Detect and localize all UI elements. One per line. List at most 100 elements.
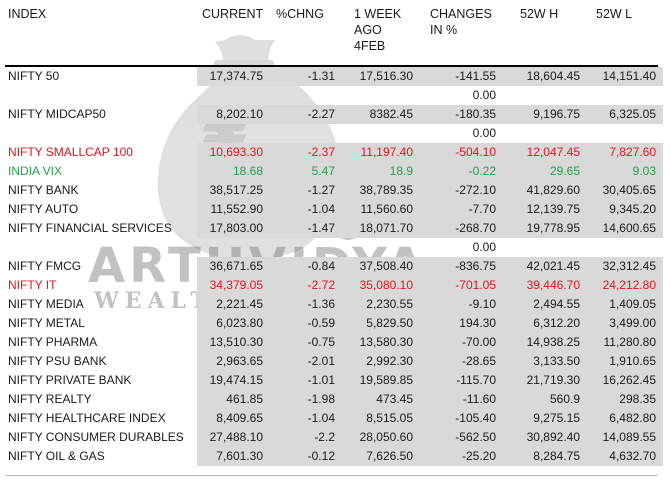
cell-pct: -1.98 <box>307 392 335 406</box>
header-one-week-ago: 1 WEEK AGO 4FEB <box>354 7 402 53</box>
cell-h52: 9,275.15 <box>533 411 580 425</box>
cell-l52: 1,910.65 <box>609 354 656 368</box>
cell-changes: -180.35 <box>455 107 496 121</box>
header-current: CURRENT <box>202 7 264 21</box>
row-shading <box>197 295 663 314</box>
table-row: INDIA VIX 18.68 5.47 18.9 -0.22 29.65 9.03 <box>5 162 663 181</box>
cell-week: 13,580.30 <box>359 335 413 349</box>
cell-current: 34,379.05 <box>209 278 263 292</box>
cell-pct: -1.04 <box>307 411 335 425</box>
cell-week: 18.9 <box>389 164 413 178</box>
cell-l52: 9,345.20 <box>609 202 656 216</box>
cell-l52: 298.35 <box>619 392 656 406</box>
row-shading <box>197 219 663 238</box>
index-name: NIFTY PRIVATE BANK <box>8 373 132 387</box>
table-row: NIFTY HEALTHCARE INDEX 8,409.65 -1.04 8,515… <box>5 409 663 428</box>
header-52w-low: 52W L <box>596 7 633 21</box>
cell-l52: 32,312.45 <box>602 259 656 273</box>
cell-current: 17,374.75 <box>209 69 263 83</box>
cell-changes: 194.30 <box>459 316 496 330</box>
index-name: INDIA VIX <box>8 164 63 178</box>
cell-changes: -836.75 <box>455 259 496 273</box>
header-index: INDEX <box>8 7 47 21</box>
cell-current: 7,601.30 <box>216 449 263 463</box>
cell-pct: -0.84 <box>307 259 335 273</box>
cell-h52: 2,494.55 <box>533 297 580 311</box>
cell-week: 28,050.60 <box>359 430 413 444</box>
cell-h52: 42,021.45 <box>526 259 580 273</box>
cell-changes: -701.05 <box>455 278 496 292</box>
cell-changes: -562.50 <box>455 430 496 444</box>
cell-current: 13,510.30 <box>209 335 263 349</box>
cell-pct: -2.2 <box>314 430 335 444</box>
cell-current: 27,488.10 <box>209 430 263 444</box>
cell-current: 8,202.10 <box>216 107 263 121</box>
cell-l52: 14,089.55 <box>602 430 656 444</box>
index-name: NIFTY BANK <box>8 183 79 197</box>
cell-week: 8382.45 <box>369 107 413 121</box>
cell-l52: 6,482.80 <box>609 411 656 425</box>
cell-pct: -0.59 <box>307 316 335 330</box>
table-row: NIFTY REALTY 461.85 -1.98 473.45 -11.60 560.9… <box>5 390 663 409</box>
cell-h52: 9,196.75 <box>533 107 580 121</box>
row-shading <box>197 257 663 276</box>
index-name: NIFTY 50 <box>8 69 60 83</box>
index-name: NIFTY SMALLCAP 100 <box>8 145 133 159</box>
table-row: NIFTY PHARMA 13,510.30 -0.75 13,580.30 -70.0… <box>5 333 663 352</box>
index-name: NIFTY AUTO <box>8 202 79 216</box>
table-row: NIFTY BANK 38,517.25 -1.27 38,789.35 -272.10… <box>5 181 663 200</box>
cell-h52: 21,719.30 <box>526 373 580 387</box>
cell-h52: 41,829.60 <box>526 183 580 197</box>
header-divider <box>5 65 658 67</box>
cell-current: 10,693.30 <box>209 145 263 159</box>
cell-current: 36,671.65 <box>209 259 263 273</box>
cell-h52: 30,892.40 <box>526 430 580 444</box>
cell-l52: 9.03 <box>632 164 656 178</box>
cell-h52: 14,938.25 <box>526 335 580 349</box>
index-name: NIFTY REALTY <box>8 392 92 406</box>
cell-pct: -0.75 <box>307 335 335 349</box>
row-shading <box>197 428 663 447</box>
cell-pct: 5.47 <box>311 164 335 178</box>
cell-pct: -2.37 <box>307 145 335 159</box>
index-name: NIFTY FMCG <box>8 259 82 273</box>
cell-pct: -1.36 <box>307 297 335 311</box>
cell-week: 2,230.55 <box>366 297 413 311</box>
cell-current: 2,221.45 <box>216 297 263 311</box>
index-name: NIFTY MEDIA <box>8 297 84 311</box>
index-name: NIFTY PSU BANK <box>8 354 107 368</box>
cell-changes: -70.00 <box>461 335 496 349</box>
cell-l52: 11,280.80 <box>603 335 657 349</box>
cell-pct: -1.27 <box>307 183 335 197</box>
table-row: NIFTY OIL & GAS 7,601.30 -0.12 7,626.50 -25.… <box>5 447 663 466</box>
table-row: NIFTY MEDIA 2,221.45 -1.36 2,230.55 -9.10 2,4… <box>5 295 663 314</box>
header-pct-change: %CHNG <box>276 7 324 21</box>
cell-l52: 3,499.00 <box>609 316 656 330</box>
cell-changes-extra: 0.00 <box>472 126 496 140</box>
cell-current: 461.85 <box>226 392 263 406</box>
cell-pct: -2.72 <box>307 278 335 292</box>
cell-week: 17,516.30 <box>359 69 413 83</box>
header-52w-high: 52W H <box>520 7 559 21</box>
cell-pct: -1.04 <box>307 202 335 216</box>
row-shading <box>197 333 663 352</box>
table-row: NIFTY AUTO 11,552.90 -1.04 11,560.60 -7.70 12… <box>5 200 663 219</box>
row-shading <box>197 352 663 371</box>
cell-h52: 560.9 <box>549 392 580 406</box>
cell-changes-extra: 0.00 <box>472 88 496 102</box>
cell-current: 18.68 <box>232 164 263 178</box>
row-shading <box>197 105 663 124</box>
cell-changes: -272.10 <box>455 183 496 197</box>
row-shading <box>197 67 663 86</box>
row-shading <box>197 447 663 466</box>
cell-week: 473.45 <box>376 392 413 406</box>
cell-week: 11,560.60 <box>360 202 414 216</box>
cell-changes: -115.70 <box>456 373 496 387</box>
cell-current: 11,552.90 <box>210 202 264 216</box>
cell-h52: 12,047.45 <box>526 145 580 159</box>
table-row: NIFTY PSU BANK 2,963.65 -2.01 2,992.30 -28.6… <box>5 352 663 371</box>
cell-current: 19,474.15 <box>209 373 263 387</box>
table-row: NIFTY 50 17,374.75 -1.31 17,516.30 -141.55 18… <box>5 67 663 86</box>
spacer-row: 0.00 <box>5 86 658 105</box>
